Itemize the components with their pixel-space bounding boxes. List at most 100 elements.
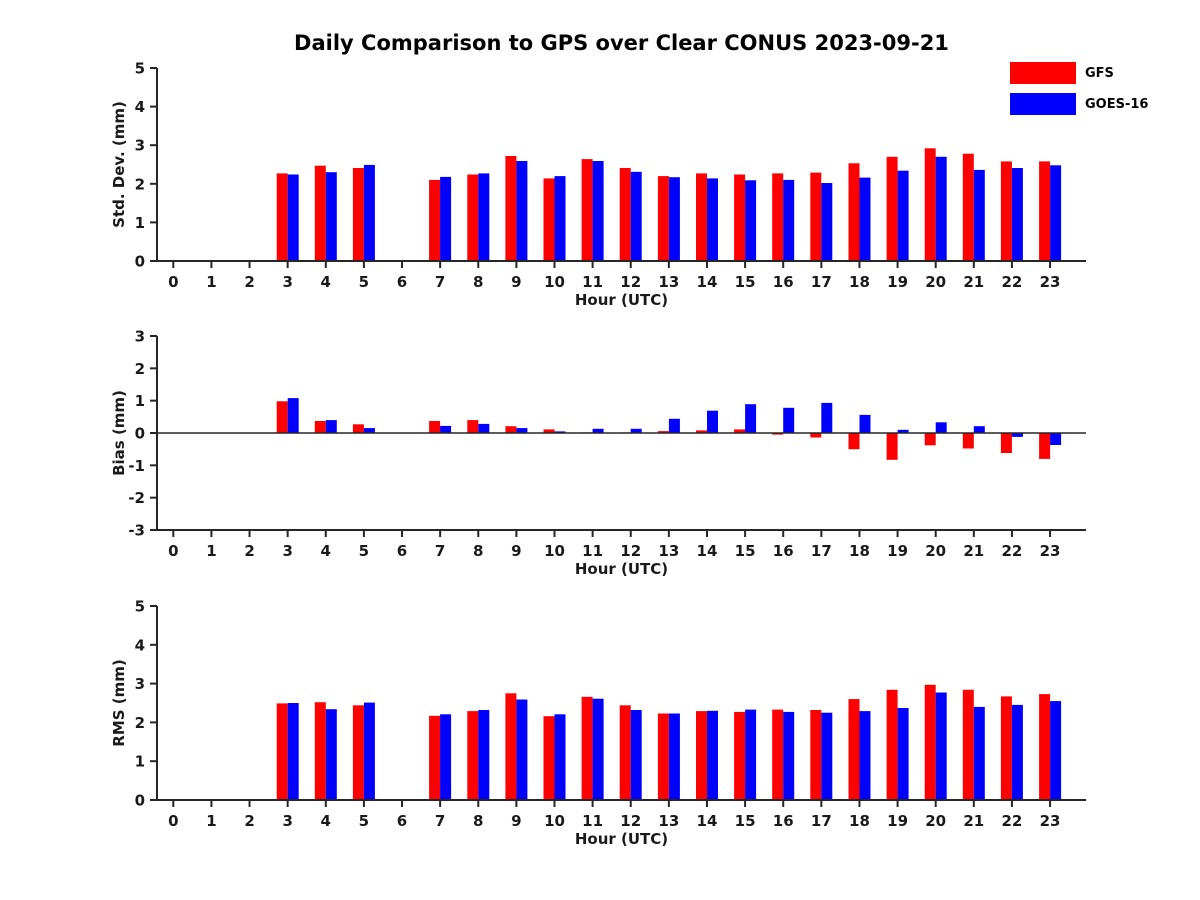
x-tick-label: 5 bbox=[359, 812, 369, 830]
x-tick-label: 23 bbox=[1040, 812, 1061, 830]
x-tick-label: 21 bbox=[963, 273, 984, 291]
bar bbox=[1000, 696, 1012, 800]
bar bbox=[772, 709, 784, 800]
bar bbox=[886, 156, 898, 261]
x-tick-label: 14 bbox=[697, 542, 718, 560]
bar bbox=[592, 698, 604, 800]
x-tick-label: 22 bbox=[1002, 542, 1023, 560]
bar bbox=[276, 401, 288, 433]
bar bbox=[543, 429, 555, 433]
bar bbox=[821, 402, 833, 433]
x-tick-label: 18 bbox=[849, 273, 870, 291]
legend: GFS GOES-16 bbox=[1010, 62, 1148, 124]
x-tick-label: 17 bbox=[811, 542, 832, 560]
bar bbox=[1000, 433, 1012, 453]
legend-swatch-gfs bbox=[1010, 62, 1076, 84]
x-tick-label: 12 bbox=[620, 812, 641, 830]
bar bbox=[935, 156, 947, 261]
series-goes-16 bbox=[287, 398, 1062, 445]
bar bbox=[429, 421, 441, 433]
bar bbox=[276, 173, 288, 261]
bar bbox=[1039, 433, 1051, 459]
series-gfs bbox=[276, 401, 1051, 460]
x-tick-label: 18 bbox=[849, 542, 870, 560]
bar bbox=[707, 178, 718, 261]
series-gfs bbox=[276, 684, 1051, 800]
bar bbox=[630, 428, 642, 433]
x-tick-label: 8 bbox=[473, 273, 483, 291]
bar bbox=[505, 156, 517, 261]
x-tick-label: 20 bbox=[925, 812, 946, 830]
bar bbox=[352, 168, 364, 261]
bar bbox=[962, 433, 974, 449]
bar bbox=[440, 176, 452, 261]
bar bbox=[1050, 165, 1062, 261]
bar bbox=[478, 423, 490, 433]
x-tick-label: 17 bbox=[811, 273, 832, 291]
x-tick-label: 0 bbox=[168, 273, 178, 291]
bar bbox=[668, 713, 680, 800]
y-tick-label: 2 bbox=[135, 175, 145, 193]
bar bbox=[630, 710, 642, 800]
bar bbox=[810, 433, 822, 438]
x-tick-label: 7 bbox=[435, 542, 445, 560]
bar bbox=[859, 177, 871, 261]
bar bbox=[696, 430, 707, 433]
x-tick-label: 13 bbox=[658, 273, 679, 291]
chart-title: Daily Comparison to GPS over Clear CONUS… bbox=[294, 31, 949, 55]
bar bbox=[543, 716, 555, 800]
bar bbox=[1050, 433, 1062, 445]
x-tick-label: 3 bbox=[282, 542, 292, 560]
bar bbox=[848, 163, 860, 261]
bar bbox=[973, 169, 985, 261]
bar bbox=[592, 161, 604, 261]
bar bbox=[935, 422, 947, 433]
bar bbox=[554, 176, 566, 261]
bar bbox=[886, 689, 898, 800]
x-tick-label: 23 bbox=[1040, 542, 1061, 560]
y-tick-label: -3 bbox=[128, 522, 145, 540]
bar bbox=[516, 699, 528, 800]
y-tick-label: 3 bbox=[135, 675, 145, 693]
bar bbox=[886, 433, 898, 460]
bar bbox=[924, 148, 936, 261]
bar bbox=[478, 710, 490, 800]
bar bbox=[1011, 704, 1023, 800]
bar bbox=[657, 176, 669, 261]
x-tick-label: 2 bbox=[244, 542, 254, 560]
bar bbox=[745, 709, 757, 800]
x-tick-label: 0 bbox=[168, 812, 178, 830]
x-tick-label: 14 bbox=[697, 273, 718, 291]
bar bbox=[543, 178, 555, 261]
x-tick-label: 15 bbox=[735, 812, 756, 830]
x-tick-label: 8 bbox=[473, 542, 483, 560]
bar bbox=[1011, 433, 1023, 437]
bar bbox=[619, 168, 631, 261]
bar bbox=[657, 431, 669, 433]
bar bbox=[478, 173, 490, 261]
bar bbox=[363, 428, 375, 433]
bar bbox=[810, 172, 822, 261]
x-tick-label: 10 bbox=[544, 273, 565, 291]
bar bbox=[287, 174, 299, 261]
x-tick-label: 16 bbox=[773, 542, 794, 560]
bar bbox=[363, 164, 375, 261]
bar bbox=[467, 174, 479, 261]
bar bbox=[668, 177, 680, 261]
x-axis-label: Hour (UTC) bbox=[575, 560, 668, 578]
bar bbox=[1000, 161, 1012, 261]
bar bbox=[696, 711, 707, 800]
bar bbox=[314, 702, 326, 800]
series-goes-16 bbox=[287, 692, 1062, 800]
bar bbox=[897, 170, 909, 261]
bar bbox=[1050, 701, 1062, 800]
bar bbox=[848, 433, 860, 450]
bar bbox=[924, 433, 936, 446]
bar bbox=[848, 699, 860, 800]
bar bbox=[325, 420, 337, 433]
